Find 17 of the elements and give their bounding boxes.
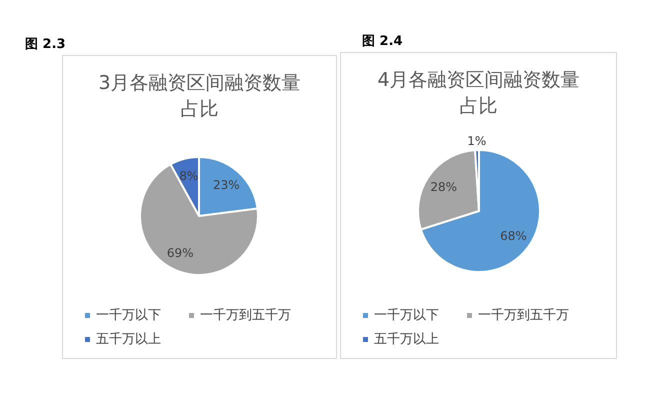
legend-label: 一千万以下: [95, 307, 161, 324]
legend-label: 一千万到五千万: [477, 307, 569, 324]
chart-title: 4月各融资区间融资数量占比: [376, 68, 581, 119]
caption: 图 2.4: [362, 33, 403, 50]
data-label: 8%: [179, 169, 198, 183]
data-label: 1%: [467, 134, 486, 148]
legend-label: 五千万以上: [95, 331, 161, 348]
data-label: 28%: [430, 180, 458, 194]
pie-slice: [420, 149, 541, 273]
caption: 图 2.3: [25, 36, 66, 53]
data-label: 68%: [500, 229, 527, 244]
data-label: 69%: [166, 246, 194, 260]
data-label: 23%: [212, 178, 240, 192]
legend-label: 五千万以上: [373, 331, 439, 348]
chart-title: 3月各融资区间融资数量占比: [97, 71, 302, 122]
legend-label: 一千万以下: [373, 307, 439, 324]
legend-label: 一千万到五千万: [199, 307, 291, 324]
